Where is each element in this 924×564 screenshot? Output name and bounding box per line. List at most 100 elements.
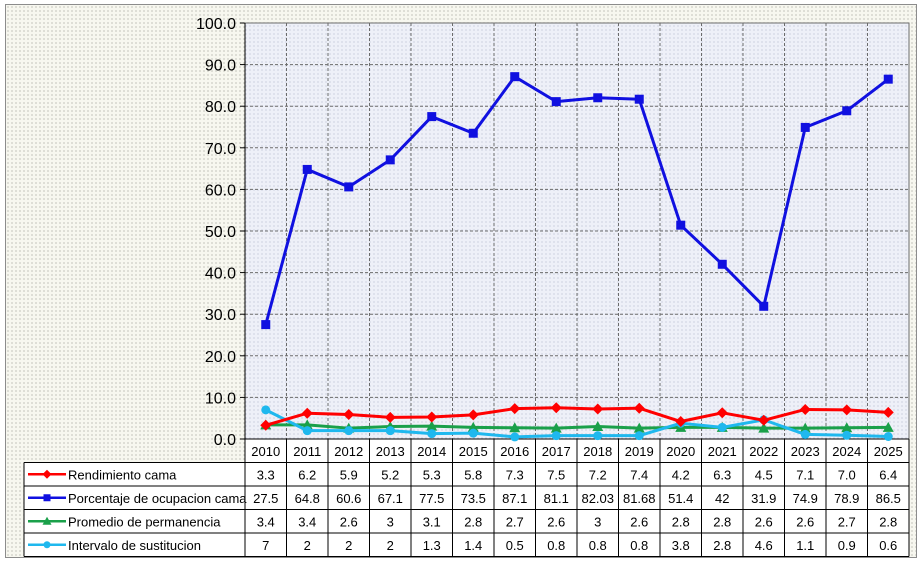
y-tick-label: 100.0	[196, 16, 236, 33]
table-value: 7.3	[506, 467, 524, 482]
data-point-diamond	[758, 414, 770, 426]
table-value: 2.8	[713, 538, 731, 553]
y-tick-label: 80.0	[205, 99, 236, 116]
table-value: 0.6	[879, 538, 897, 553]
data-point-diamond	[841, 404, 853, 416]
table-value: 27.5	[253, 491, 278, 506]
x-category-label: 2025	[874, 444, 903, 459]
data-point-square	[759, 301, 769, 311]
table-value: 2.8	[672, 514, 690, 529]
table-value: 82.03	[581, 491, 614, 506]
legend-key-marker	[43, 541, 51, 549]
data-point-square	[593, 93, 603, 103]
data-point-triangle	[758, 422, 770, 433]
x-category-label: 2014	[417, 444, 446, 459]
table-value: 1.1	[796, 538, 814, 553]
data-point-triangle	[301, 419, 313, 430]
table-value: 6.4	[879, 467, 897, 482]
table-value: 42	[715, 491, 729, 506]
table-value: 2.6	[547, 514, 565, 529]
data-point-diamond	[675, 416, 687, 428]
table-value: 5.3	[423, 467, 441, 482]
legend-key-marker	[43, 494, 51, 502]
table-value: 3	[387, 514, 394, 529]
legend-key-marker	[42, 516, 52, 525]
table-value: 78.9	[834, 491, 859, 506]
table-value: 2	[387, 538, 394, 553]
table-value: 2.6	[340, 514, 358, 529]
data-point-circle	[510, 432, 520, 442]
table-value: 1.3	[423, 538, 441, 553]
table-value: 4.5	[755, 467, 773, 482]
table-value: 3.8	[672, 538, 690, 553]
data-point-circle	[302, 426, 312, 436]
data-point-triangle	[799, 422, 811, 433]
y-tick-label: 40.0	[205, 266, 236, 283]
data-point-triangle	[550, 422, 562, 433]
data-point-triangle	[509, 422, 521, 433]
table-value: 2.7	[838, 514, 856, 529]
data-point-square	[842, 106, 852, 116]
table-value: 7.5	[547, 467, 565, 482]
data-point-diamond	[592, 403, 604, 415]
table-value: 7	[262, 538, 269, 553]
table-value: 2	[345, 538, 352, 553]
data-point-square	[468, 128, 478, 138]
data-point-circle	[800, 429, 810, 439]
x-category-label: 2017	[542, 444, 571, 459]
data-point-diamond	[509, 403, 521, 415]
data-point-circle	[634, 431, 644, 441]
data-point-circle	[883, 432, 893, 442]
data-point-diamond	[716, 407, 728, 419]
table-value: 7.4	[630, 467, 648, 482]
y-tick-label: 20.0	[205, 349, 236, 366]
table-value: 2.8	[713, 514, 731, 529]
table-value: 0.8	[547, 538, 565, 553]
x-category-label: 2018	[583, 444, 612, 459]
data-point-diamond	[799, 403, 811, 415]
x-category-label: 2010	[251, 444, 280, 459]
data-point-diamond	[301, 407, 313, 419]
legend-series-name: Porcentaje de ocupacion cama	[68, 491, 247, 506]
table-value: 3.1	[423, 514, 441, 529]
table-value: 5.8	[464, 467, 482, 482]
table-value: 5.9	[340, 467, 358, 482]
legend-key-marker	[42, 469, 52, 479]
table-value: 2.6	[755, 514, 773, 529]
x-category-label: 2021	[708, 444, 737, 459]
table-value: 6.3	[713, 467, 731, 482]
table-value: 64.8	[295, 491, 320, 506]
table-value: 86.5	[876, 491, 901, 506]
y-tick-label: 50.0	[205, 224, 236, 241]
table-value: 6.2	[298, 467, 316, 482]
table-value: 0.8	[589, 538, 607, 553]
table-value: 2.6	[796, 514, 814, 529]
table-value: 87.1	[502, 491, 527, 506]
y-tick-label: 60.0	[205, 182, 236, 199]
table-value: 4.6	[755, 538, 773, 553]
data-point-circle	[344, 426, 354, 436]
table-value: 3.4	[298, 514, 316, 529]
series-line-circle	[265, 408, 889, 439]
table-value: 4.2	[672, 467, 690, 482]
data-point-square	[302, 164, 312, 174]
x-category-label: 2023	[791, 444, 820, 459]
legend-series-name: Rendimiento cama	[68, 467, 177, 482]
table-value: 0.8	[630, 538, 648, 553]
y-tick-label: 70.0	[205, 141, 236, 158]
table-value: 81.1	[544, 491, 569, 506]
x-category-label: 2016	[500, 444, 529, 459]
table-value: 2.8	[879, 514, 897, 529]
data-point-circle	[468, 428, 478, 438]
table-value: 7.2	[589, 467, 607, 482]
data-point-triangle	[467, 421, 479, 432]
data-point-diamond	[343, 408, 355, 420]
data-point-circle	[551, 431, 561, 441]
data-point-square	[634, 94, 644, 104]
x-category-label: 2024	[832, 444, 861, 459]
data-point-diamond	[384, 411, 396, 423]
y-tick-label: 0.0	[214, 432, 236, 449]
series-line-square	[264, 75, 890, 325]
data-point-circle	[593, 431, 603, 441]
data-point-diamond	[467, 409, 479, 421]
